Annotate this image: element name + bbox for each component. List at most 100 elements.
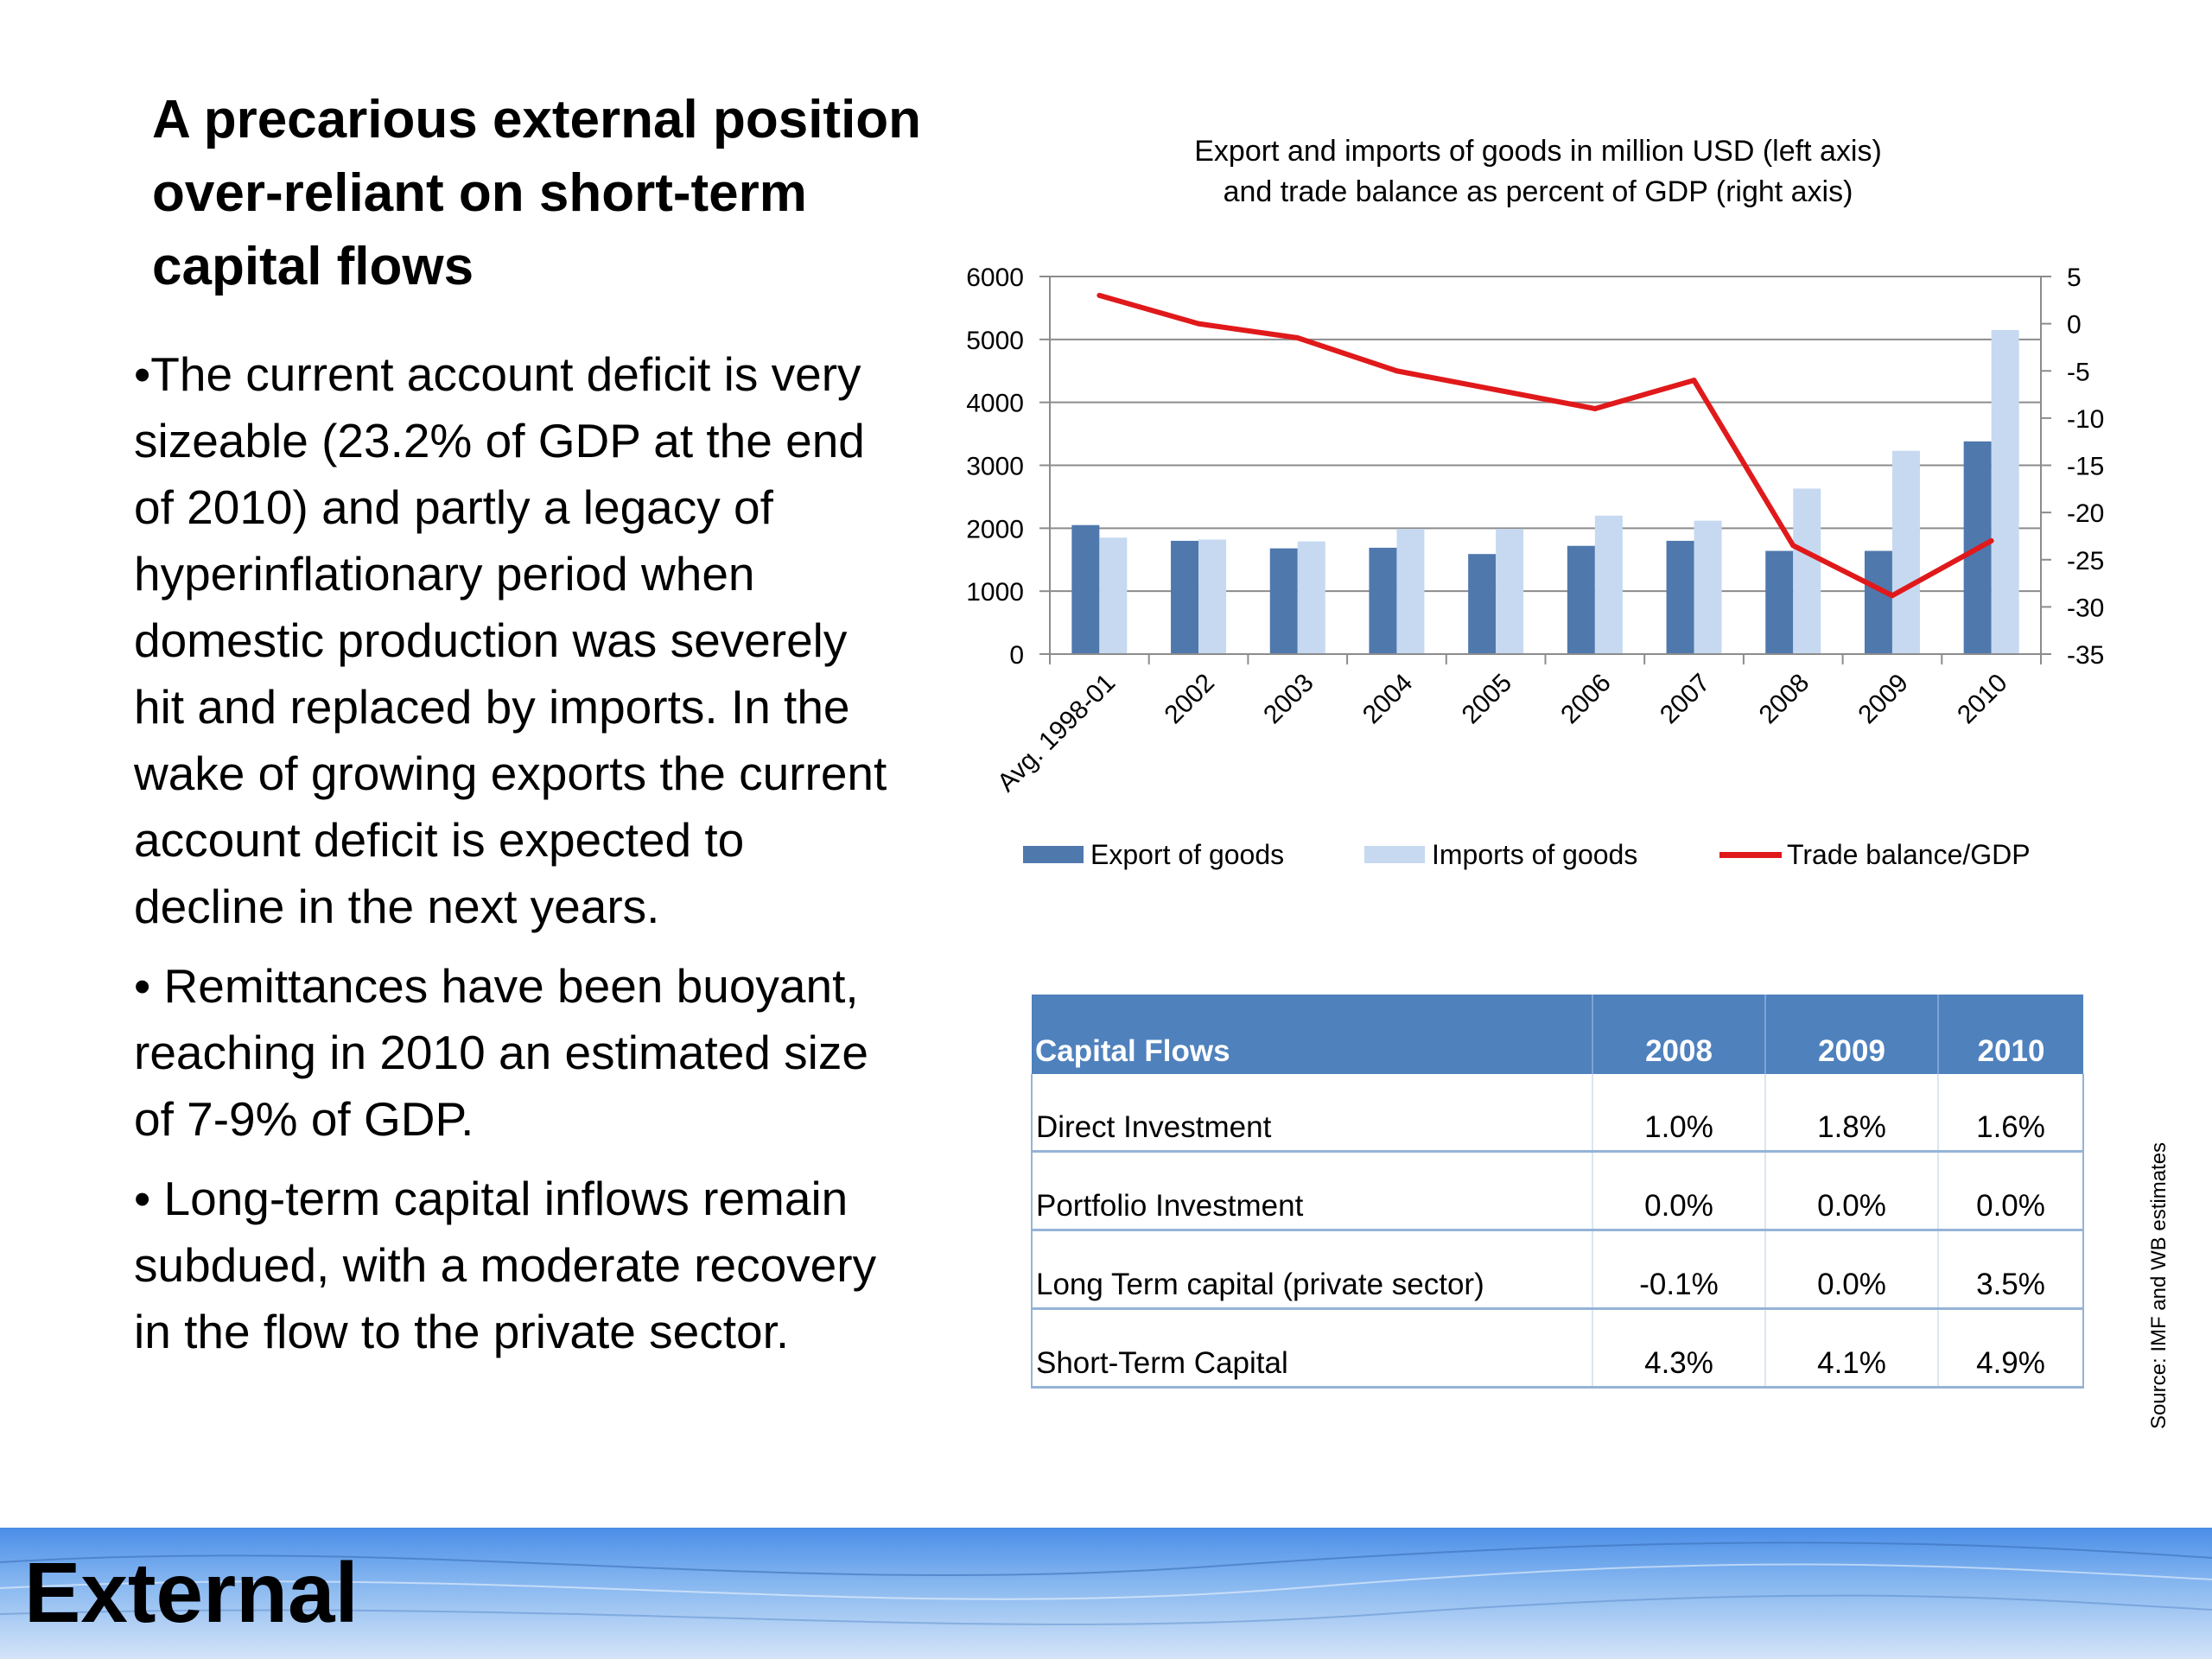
table-header-cell: 2009 [1764, 995, 1938, 1074]
legend-item-trade-balance: Trade balance/GDP [1719, 836, 2031, 874]
export-bar [1567, 545, 1595, 654]
export-bar [1171, 540, 1199, 654]
export-bar [1468, 554, 1497, 654]
right-axis-tick-label: 5 [2067, 264, 2082, 292]
table-row: Direct Investment 1.0% 1.8% 1.6% [1031, 1074, 2084, 1153]
export-bar [1369, 547, 1397, 654]
chart-title-line-2: and trade balance as percent of GDP (rig… [1224, 175, 1853, 208]
imports-bar [1891, 450, 1920, 654]
imports-bar [1198, 539, 1227, 654]
right-axis-tick-label: -35 [2067, 641, 2104, 670]
legend-swatch-imports [1364, 846, 1425, 863]
table-cell: 4.1% [1764, 1308, 1938, 1389]
imports-bar [1594, 515, 1623, 654]
x-axis-category-label: 2009 [1853, 669, 1914, 730]
export-bar [1071, 524, 1100, 654]
imports-bar [1991, 329, 2019, 654]
right-axis-tick-label: -20 [2067, 499, 2104, 528]
trade-balance-point [1691, 378, 1697, 384]
imports-bar [1694, 520, 1722, 654]
table-cell: Long Term capital (private sector) [1031, 1230, 1592, 1310]
table-cell: 0.0% [1592, 1151, 1765, 1231]
imports-bar [1297, 541, 1325, 654]
table-cell: 0.0% [1764, 1230, 1938, 1310]
bullet-remittances: • Remittances have been buoyant, reachin… [134, 959, 868, 1146]
table-cell: 1.0% [1592, 1074, 1765, 1153]
table-cell: 4.3% [1592, 1308, 1765, 1389]
export-bar [1765, 550, 1794, 654]
table-cell: Portfolio Investment [1031, 1151, 1592, 1231]
table-header-cell: Capital Flows [1032, 995, 1592, 1074]
table-header-cell: 2008 [1592, 995, 1765, 1074]
right-axis-tick-label: 0 [2067, 311, 2082, 340]
x-axis-category-label: 2010 [1952, 669, 2013, 730]
section-title: External [24, 1545, 359, 1640]
imports-bar [1793, 488, 1821, 654]
footer-wave-decoration [0, 1541, 2212, 1625]
source-note-text: Source: IMF and WB estimates [2147, 1141, 2171, 1429]
trade-balance-point [1394, 368, 1400, 374]
x-axis-category-label: 2004 [1357, 669, 1419, 730]
table-row: Short-Term Capital 4.3% 4.1% 4.9% [1031, 1308, 2084, 1389]
x-axis-category-label: 2008 [1754, 669, 1815, 730]
table-cell: 0.0% [1764, 1151, 1938, 1231]
x-axis-category-label: 2006 [1555, 669, 1617, 730]
bullet-current-account: •The current account deficit is very siz… [134, 347, 887, 933]
x-axis-category-label: 2005 [1457, 669, 1518, 730]
export-bar [1666, 540, 1694, 654]
table-cell: 0.0% [1937, 1151, 2084, 1231]
table-cell: Short-Term Capital [1031, 1308, 1592, 1389]
imports-bar [1496, 529, 1524, 654]
legend-swatch-export [1023, 846, 1084, 863]
trade-balance-point [1592, 405, 1598, 411]
trade-balance-point [1790, 543, 1796, 549]
right-axis-tick-label: -25 [2067, 547, 2104, 575]
trade-balance-point [1493, 387, 1499, 393]
table-row: Portfolio Investment 0.0% 0.0% 0.0% [1031, 1151, 2084, 1231]
x-axis-category-label: 2002 [1159, 669, 1220, 730]
legend-swatch-trade-balance [1719, 851, 1782, 858]
imports-bar [1099, 537, 1128, 654]
table-cell: Direct Investment [1031, 1074, 1592, 1153]
right-axis-tick-label: -30 [2067, 594, 2104, 622]
left-axis-tick-label: 4000 [966, 390, 1024, 418]
body-text: •The current account deficit is very siz… [134, 341, 903, 1378]
left-axis-tick-label: 6000 [966, 264, 1024, 292]
legend-label-trade-balance: Trade balance/GDP [1787, 839, 2031, 870]
trade-chart: Export and imports of goods in million U… [966, 135, 2104, 798]
x-axis-category-label: 2007 [1655, 669, 1716, 730]
right-axis-tick-label: -5 [2067, 358, 2090, 386]
footer-band: External [0, 1528, 2212, 1659]
trade-balance-point [1988, 537, 1994, 543]
table-cell: 1.8% [1764, 1074, 1938, 1153]
table-cell: 4.9% [1937, 1308, 2084, 1389]
export-bar [1864, 550, 1892, 654]
left-axis-tick-label: 0 [1009, 641, 1024, 670]
trade-balance-point [1196, 321, 1202, 327]
table-row: Long Term capital (private sector) -0.1%… [1031, 1230, 2084, 1310]
x-axis-category-label: Avg. 1998-01 [992, 669, 1121, 798]
imports-bar [1396, 529, 1425, 654]
left-axis-tick-label: 5000 [966, 327, 1024, 355]
legend-item-export: Export of goods [1023, 836, 1284, 874]
legend-label-imports: Imports of goods [1432, 839, 1638, 870]
x-axis-category-label: 2003 [1258, 669, 1319, 730]
bullet-long-term-capital: • Long-term capital inflows remain subdu… [134, 1172, 877, 1358]
table-cell: 3.5% [1937, 1230, 2084, 1310]
trade-balance-point [1294, 335, 1300, 341]
legend-item-imports: Imports of goods [1364, 836, 1637, 874]
trade-balance-point [1889, 593, 1895, 599]
table-header-row: Capital Flows 2008 2009 2010 [1032, 995, 2083, 1074]
table-header-cell: 2010 [1937, 995, 2083, 1074]
left-axis-tick-label: 1000 [966, 578, 1024, 607]
source-note: Source: IMF and WB estimates [2145, 1132, 2173, 1439]
export-bar [1269, 548, 1298, 654]
legend-label-export: Export of goods [1090, 839, 1285, 870]
right-axis-tick-label: -15 [2067, 453, 2104, 481]
right-axis-tick-label: -10 [2067, 405, 2104, 434]
capital-flows-table: Capital Flows 2008 2009 2010 Direct Inve… [1031, 995, 2084, 1389]
left-axis-tick-label: 3000 [966, 453, 1024, 481]
trade-balance-line [1098, 292, 1993, 599]
chart-title-line-1: Export and imports of goods in million U… [1194, 135, 1882, 168]
trade-balance-point [1096, 292, 1103, 298]
